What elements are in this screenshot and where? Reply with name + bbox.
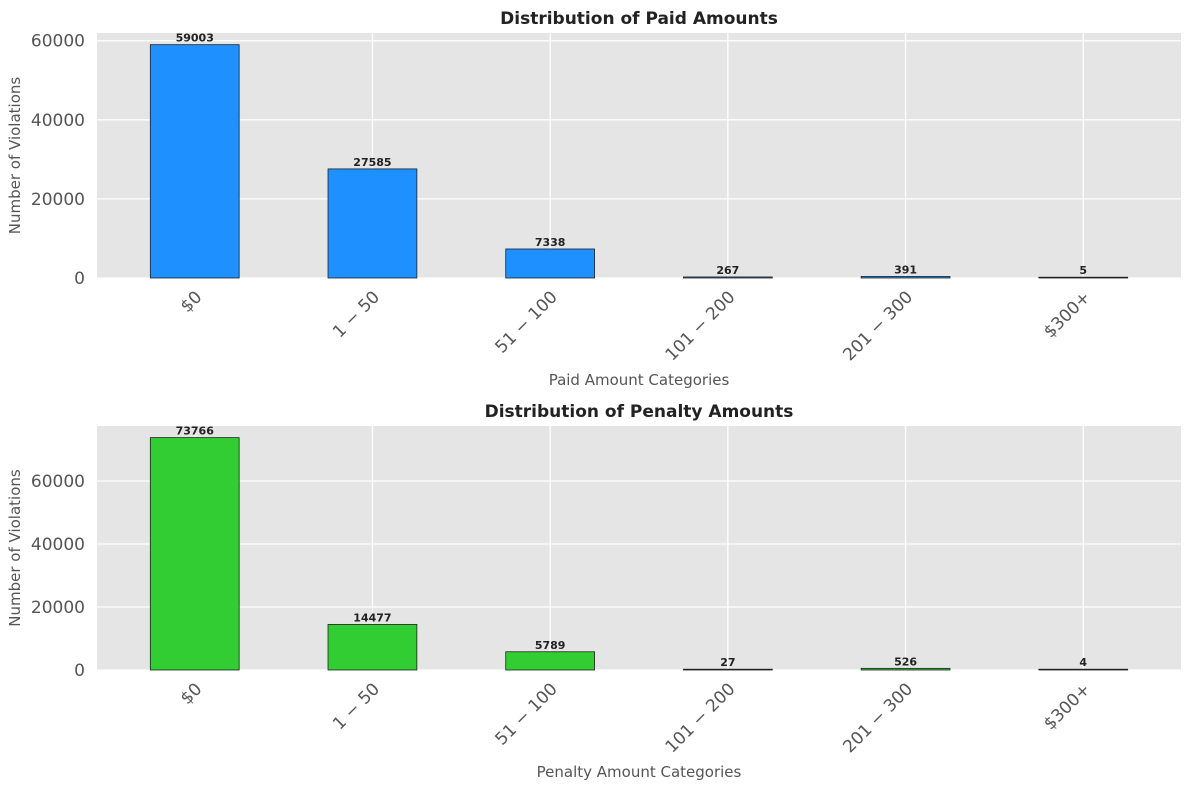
data-label: 14477 <box>353 611 391 624</box>
y-tick-label: 40000 <box>31 535 85 555</box>
y-tick-label: 60000 <box>31 472 85 492</box>
y-axis-label: Number of Violations <box>6 469 24 627</box>
bar-1 <box>149 437 240 671</box>
data-label: 267 <box>716 264 739 277</box>
bar-3 <box>505 248 595 279</box>
x-tick-label: $0 <box>177 287 206 316</box>
y-tick-label: 20000 <box>31 190 85 210</box>
data-label: 391 <box>894 263 917 276</box>
bar-1 <box>149 44 240 279</box>
data-label: 59003 <box>176 32 214 45</box>
bar-5 <box>860 667 951 671</box>
x-tick-label: 51 − 100 <box>492 679 562 749</box>
bar-2 <box>327 168 418 279</box>
y-axis-label: Number of Violations <box>6 77 24 235</box>
x-tick-label: $300+ <box>1040 679 1095 734</box>
x-tick-label: 101 − 200 <box>662 287 740 365</box>
chart-panel-1: 0 20000 40000 60000 59003 27585 7338 267 391 5 $0 1… <box>6 9 1181 389</box>
x-tick-label: 201 − 300 <box>839 679 917 757</box>
x-tick-label: $300+ <box>1040 287 1095 342</box>
bar-5 <box>860 276 951 279</box>
plot-area <box>97 33 1181 278</box>
data-label: 27585 <box>353 156 391 169</box>
bar-4 <box>683 276 773 279</box>
bar-2 <box>327 623 418 671</box>
x-axis-label: Penalty Amount Categories <box>537 763 742 781</box>
chart-panel-2: 0 20000 40000 60000 73766 14477 5789 27 526 4 $0 1 … <box>6 402 1181 781</box>
y-tick-label: 20000 <box>31 598 85 618</box>
data-label: 5789 <box>535 639 566 652</box>
x-tick-label: 1 − 50 <box>329 679 384 734</box>
bar-4 <box>683 668 773 671</box>
x-tick-label: 1 − 50 <box>329 287 384 342</box>
x-tick-label: 101 − 200 <box>662 679 740 757</box>
bar-6 <box>1038 668 1129 671</box>
chart-title: Distribution of Penalty Amounts <box>485 402 794 422</box>
bar-3 <box>505 651 595 671</box>
y-tick-label: 60000 <box>31 32 85 52</box>
bar-6 <box>1038 276 1129 279</box>
x-axis-label: Paid Amount Categories <box>549 371 730 389</box>
y-tick-label: 40000 <box>31 111 85 131</box>
chart-title: Distribution of Paid Amounts <box>500 9 778 29</box>
y-tick-label: 0 <box>74 661 85 681</box>
data-label: 526 <box>894 655 917 668</box>
x-tick-label: 51 − 100 <box>492 287 562 357</box>
y-tick-label: 0 <box>74 269 85 289</box>
data-label: 73766 <box>176 425 215 438</box>
data-label: 4 <box>1079 656 1087 669</box>
x-tick-label: 201 − 300 <box>839 287 917 365</box>
data-label: 7338 <box>535 236 566 249</box>
data-label: 5 <box>1079 264 1087 277</box>
plot-area <box>97 426 1181 670</box>
x-tick-label: $0 <box>177 679 206 708</box>
data-label: 27 <box>720 656 735 669</box>
